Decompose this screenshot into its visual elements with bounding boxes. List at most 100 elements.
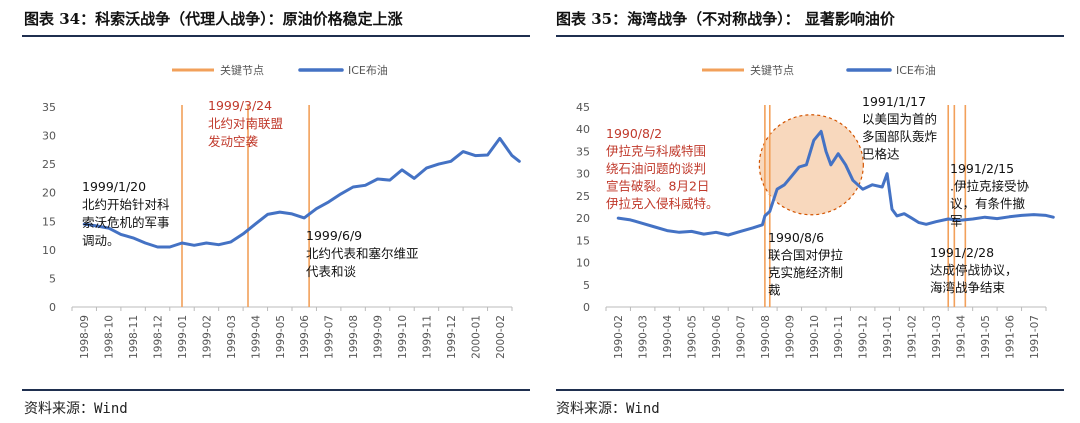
- annotation-line: 以美国为首的: [862, 112, 937, 127]
- x-tick-label: 2000-02: [495, 315, 507, 359]
- x-tick-label: 1999-02: [201, 315, 213, 359]
- x-tick-label: 2000-01: [470, 315, 482, 359]
- annotation-line: 军: [950, 214, 963, 229]
- x-tick-label: 1990-04: [662, 315, 674, 359]
- y-tick-label: 0: [583, 301, 590, 314]
- y-axis: 0 5 10 15 20 25 30 35 40 45: [576, 101, 590, 314]
- y-axis: 0 5 10 15 20 25 30 35: [42, 101, 56, 314]
- y-tick-label: 10: [42, 244, 56, 257]
- x-tick-label: 1990-09: [784, 315, 796, 359]
- y-tick-label: 45: [576, 101, 590, 114]
- x-tick-label: 1990-03: [638, 315, 650, 359]
- annotation-line: 绕石油问题的谈判: [606, 161, 706, 176]
- legend: 关键节点 ICE布油: [702, 63, 936, 77]
- legend-label-ice-brent: ICE布油: [348, 63, 388, 77]
- y-tick-label: 0: [49, 301, 56, 314]
- x-tick-label: 1999-03: [226, 315, 238, 359]
- x-tick-label: 1991-07: [1029, 315, 1041, 359]
- x-tick-label: 1999-11: [421, 315, 433, 359]
- x-tick-label: 1999-08: [348, 315, 360, 359]
- x-axis: 1990-02 1990-03 1990-04 1990-05 1990-06 1990-…: [605, 306, 1047, 359]
- x-tick-label: 1990-05: [687, 315, 699, 359]
- x-tick-label: 1990-02: [613, 315, 625, 359]
- annotation-line: 多国部队轰炸: [862, 129, 938, 144]
- x-tick-label: 1999-10: [397, 315, 409, 359]
- top-rule-left: [22, 35, 530, 37]
- annotation-line: 1999/3/24: [208, 98, 272, 113]
- annotation-line: 北约对南联盟: [208, 116, 283, 131]
- legend-label-key-node: 关键节点: [750, 63, 794, 77]
- annotation-line: 代表和谈: [306, 264, 357, 279]
- annotation-line: 达成停战协议，: [930, 263, 1018, 278]
- series-line-ice-brent: [616, 129, 1055, 237]
- x-tick-label: 1991-06: [1004, 315, 1016, 359]
- annotation-line: 1999/6/9: [306, 228, 362, 243]
- annotation: 1990/8/2 伊拉克与科威特围绕石油问题的谈判宣告破裂。8月2日伊拉克入侵科威…: [606, 126, 719, 211]
- x-tick-label: 1999-12: [446, 315, 458, 359]
- x-tick-label: 1991-05: [980, 315, 992, 359]
- y-tick-label: 20: [576, 212, 590, 225]
- annotation-line: 裁: [768, 283, 781, 298]
- y-tick-label: 5: [583, 279, 590, 292]
- bottom-rule-left: [22, 389, 530, 391]
- annotation-line: 海湾战争结束: [930, 280, 1006, 295]
- figure-title-35: 图表 35：海湾战争（不对称战争）： 显著影响油价: [556, 10, 895, 28]
- x-tick-label: 1990-12: [858, 315, 870, 359]
- y-tick-label: 20: [42, 187, 56, 200]
- annotation-line: 1999/1/20: [82, 179, 146, 194]
- x-tick-label: 1999-01: [177, 315, 189, 359]
- annotation-line: 调动。: [82, 233, 120, 248]
- x-tick-label: 1999-07: [324, 315, 336, 359]
- y-tick-label: 5: [49, 272, 56, 285]
- x-tick-label: 1990-11: [833, 315, 845, 359]
- y-tick-label: 40: [576, 123, 590, 136]
- x-axis: 1998-09 1998-10 1998-11 1998-12 1999-01 1999-…: [71, 306, 513, 359]
- top-rule-right: [556, 35, 1064, 37]
- annotation-line: 1991/2/15: [950, 161, 1014, 176]
- x-tick-label: 1991-04: [955, 315, 967, 359]
- x-tick-label: 1991-03: [931, 315, 943, 359]
- annotation-line: 索沃危机的军事: [82, 215, 170, 230]
- x-tick-label: 1999-05: [275, 315, 287, 359]
- annotation-line: 发动空袭: [208, 134, 259, 149]
- x-tick-label: 1998-12: [153, 315, 165, 359]
- x-tick-label: 1999-04: [250, 315, 262, 359]
- bottom-rule-right: [556, 389, 1064, 391]
- legend-label-ice-brent: ICE布油: [896, 63, 936, 77]
- x-tick-label: 1998-11: [128, 315, 140, 359]
- x-tick-label: 1990-07: [735, 315, 747, 359]
- highlight-circle: [758, 114, 864, 216]
- annotation: 1991/2/28 达成停战协议， 海湾战争结束: [930, 245, 1018, 295]
- annotation-line: 克实施经济制: [768, 265, 843, 280]
- y-tick-label: 35: [576, 145, 590, 158]
- x-tick-label: 1991-02: [907, 315, 919, 359]
- x-tick-label: 1990-10: [809, 315, 821, 359]
- source-note-left: 资料来源：Wind: [24, 401, 128, 417]
- y-tick-label: 15: [576, 234, 590, 247]
- x-tick-label: 1999-06: [299, 315, 311, 359]
- annotation-line: 巴格达: [862, 147, 900, 162]
- annotation-line: 北约开始针对科: [82, 197, 170, 212]
- x-tick-label: 1990-08: [760, 315, 772, 359]
- x-tick-label: 1999-09: [373, 315, 385, 359]
- y-tick-label: 25: [42, 158, 56, 171]
- y-tick-label: 30: [576, 168, 590, 181]
- annotation-line: 1990/8/6: [768, 230, 824, 245]
- annotation-line: .伊拉克接受协: [950, 179, 1029, 194]
- y-tick-label: 10: [576, 257, 590, 270]
- annotation-line: 联合国对伊拉: [768, 248, 844, 263]
- annotation-line: 议，有条件撤: [950, 196, 1026, 211]
- annotation-line: 北约代表和塞尔维亚: [306, 246, 419, 261]
- legend: 关键节点 ICE布油: [172, 63, 388, 77]
- annotation-line: 伊拉克与科威特围: [606, 144, 706, 159]
- x-tick-label: 1991-01: [882, 315, 894, 359]
- x-tick-label: 1998-10: [104, 315, 116, 359]
- y-tick-label: 25: [576, 190, 590, 203]
- x-tick-label: 1990-06: [711, 315, 723, 359]
